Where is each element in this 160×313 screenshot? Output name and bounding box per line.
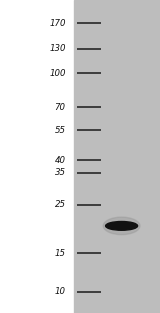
Text: 130: 130 [49, 44, 66, 53]
Text: 170: 170 [49, 19, 66, 28]
Ellipse shape [106, 222, 138, 230]
Text: 10: 10 [55, 287, 66, 296]
Text: 40: 40 [55, 156, 66, 165]
Text: 70: 70 [55, 103, 66, 112]
Text: 100: 100 [49, 69, 66, 78]
Bar [0, 0, 74, 313]
Ellipse shape [103, 217, 140, 235]
Text: 25: 25 [55, 200, 66, 209]
Text: 15: 15 [55, 249, 66, 258]
Text: 35: 35 [55, 168, 66, 177]
Bar [74, 0, 160, 313]
Text: 55: 55 [55, 126, 66, 135]
